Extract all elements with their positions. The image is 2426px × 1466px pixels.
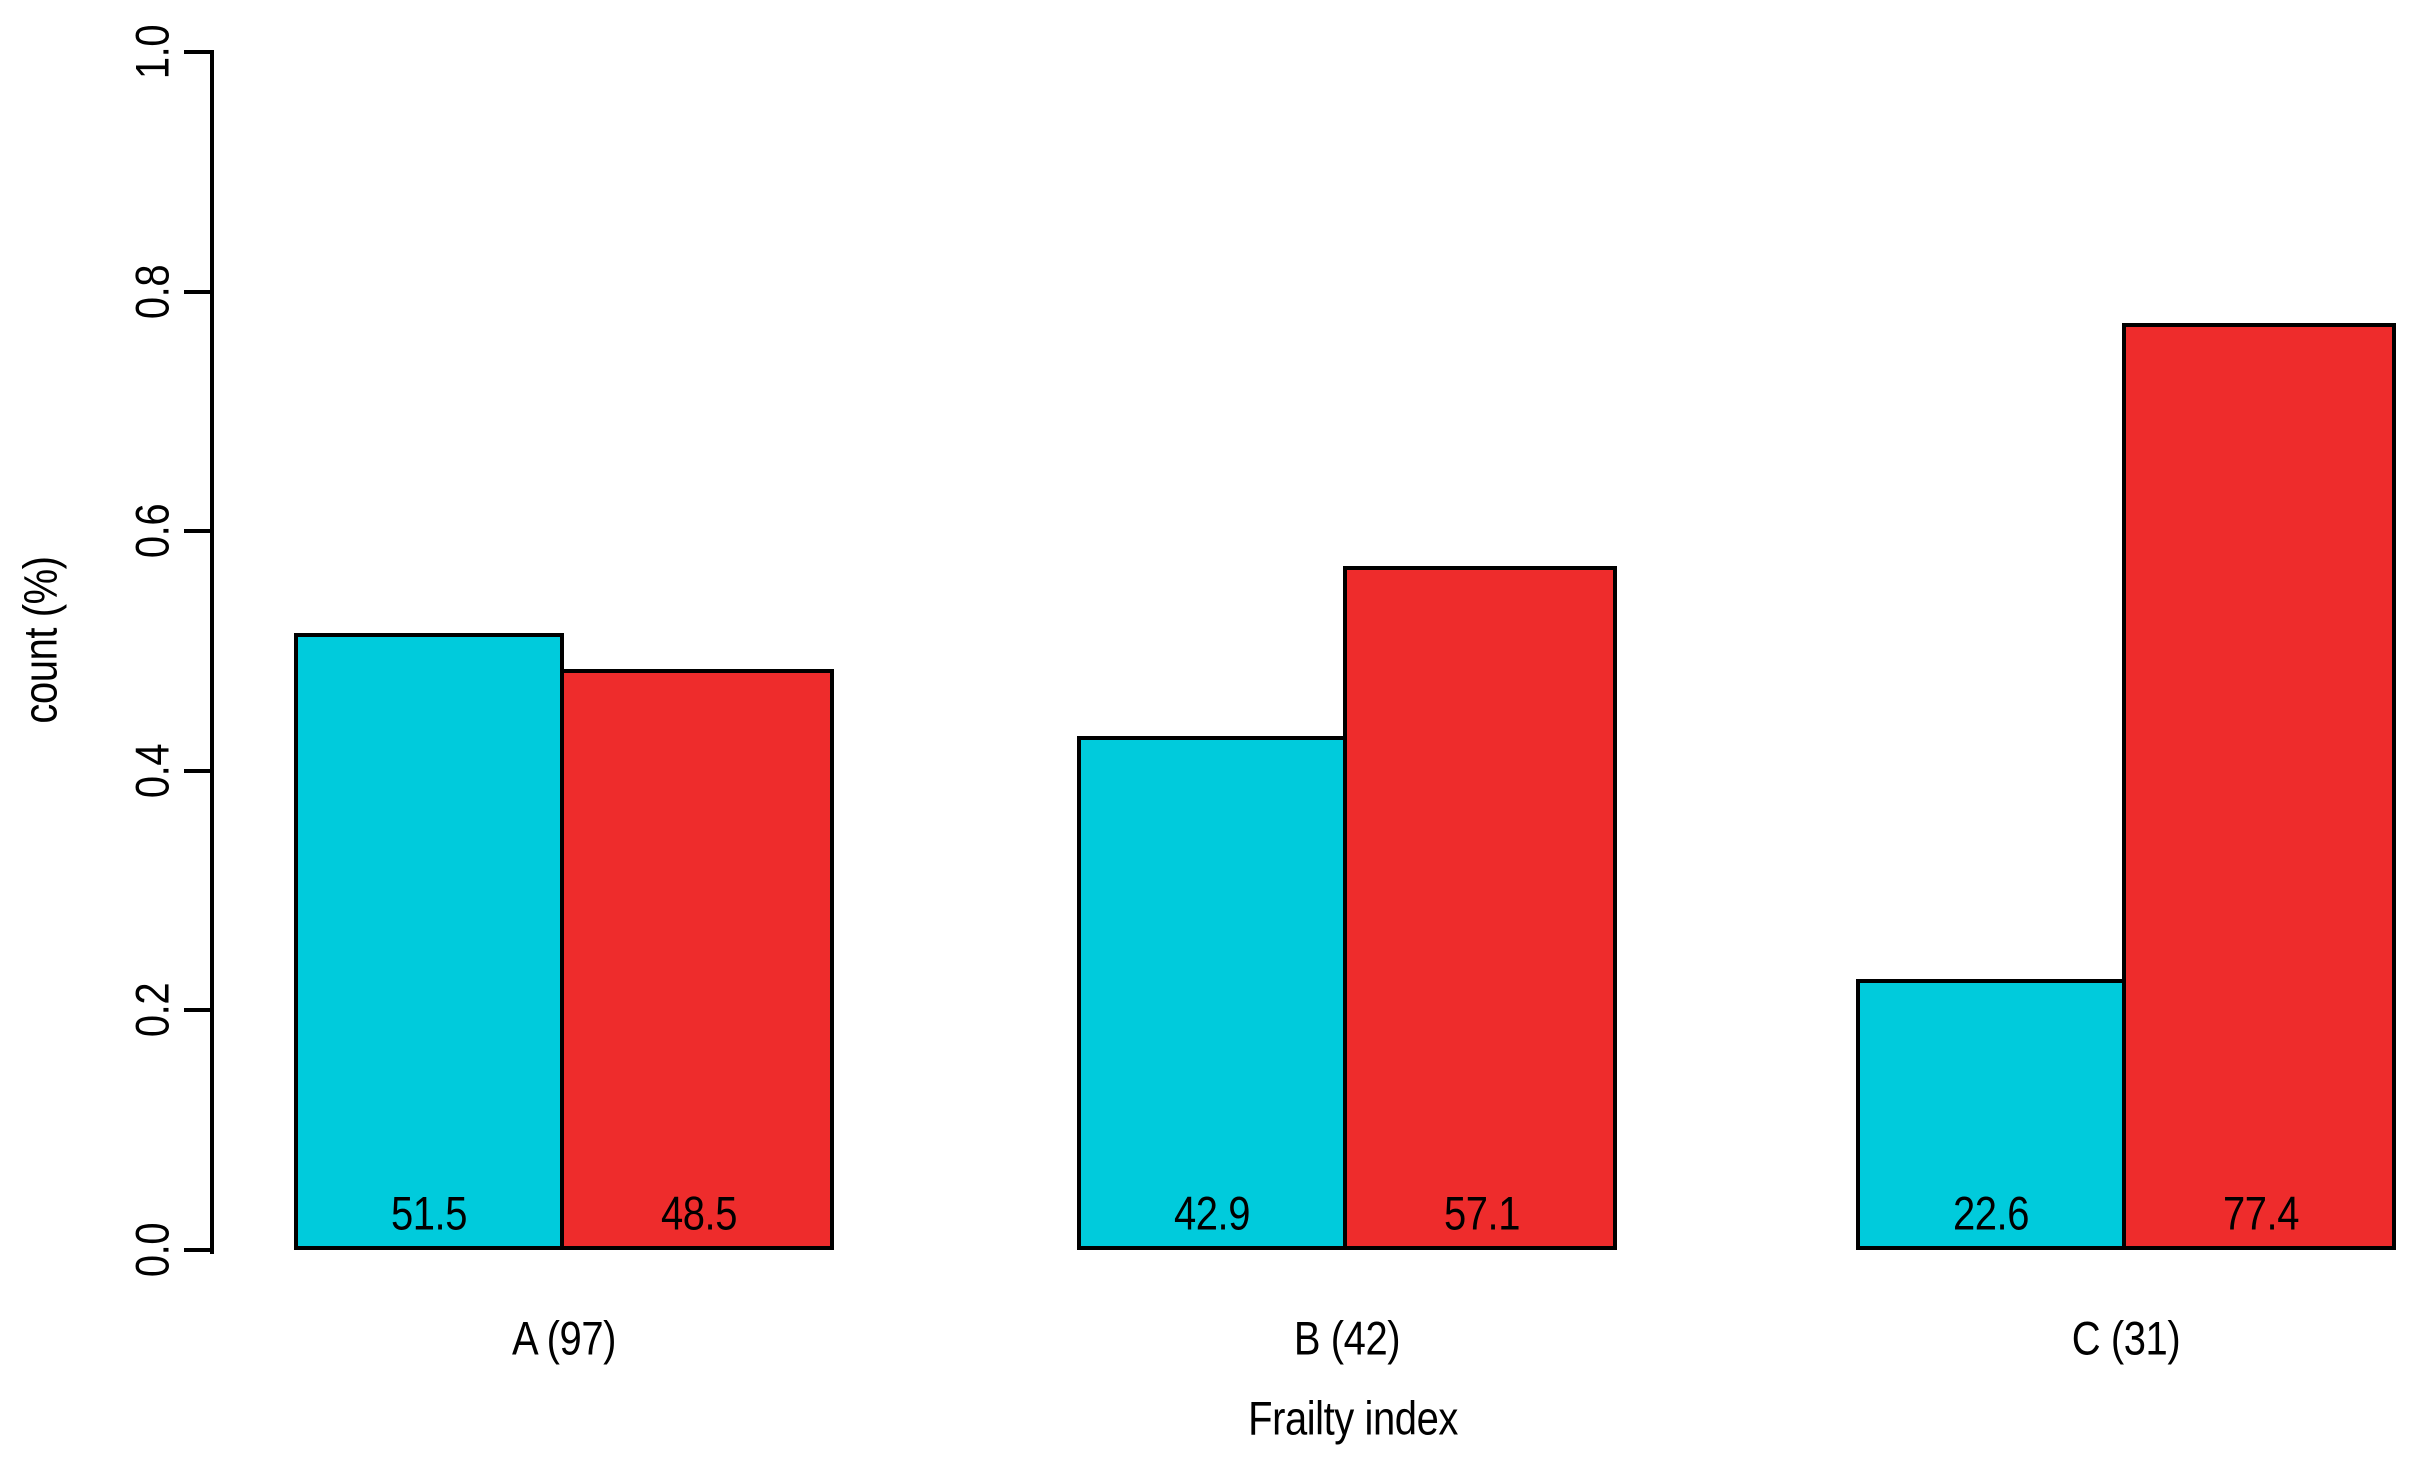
y-tick-label: 0.8	[125, 264, 179, 319]
y-tick-label: 0.2	[125, 983, 179, 1038]
x-category-label: B (42)	[1293, 1311, 1401, 1365]
bar-value-label: 57.1	[1443, 1186, 1521, 1240]
bar-value-label: 22.6	[1952, 1186, 2030, 1240]
y-tick-label: 1.0	[125, 24, 179, 80]
bar-a-red	[560, 668, 834, 1250]
y-tick-mark	[184, 1248, 212, 1252]
x-category-label: C (31)	[2071, 1311, 2181, 1365]
bar-b-cyan	[1077, 736, 1347, 1250]
bar-b-red	[1343, 565, 1617, 1250]
bar-value-label: 51.5	[390, 1186, 468, 1240]
bar-value-label: 48.5	[660, 1186, 738, 1240]
y-axis-line	[210, 50, 214, 1254]
y-tick-label: 0.0	[125, 1222, 179, 1278]
bar-value-label: 42.9	[1173, 1186, 1251, 1240]
y-tick-mark	[184, 768, 212, 773]
y-tick-mark	[184, 529, 212, 534]
bar-value-label: 77.4	[2222, 1186, 2300, 1240]
x-axis-title: Frailty index	[1248, 1391, 1458, 1445]
bar-c-red	[2122, 322, 2396, 1250]
y-tick-label: 0.6	[125, 504, 179, 559]
y-tick-label: 0.4	[125, 743, 179, 798]
y-tick-mark	[184, 50, 212, 54]
y-tick-mark	[184, 289, 212, 294]
bar-a-cyan	[294, 633, 564, 1250]
y-tick-mark	[184, 1008, 212, 1013]
x-category-label: A (97)	[511, 1311, 617, 1365]
y-axis-title: count (%)	[13, 556, 67, 724]
